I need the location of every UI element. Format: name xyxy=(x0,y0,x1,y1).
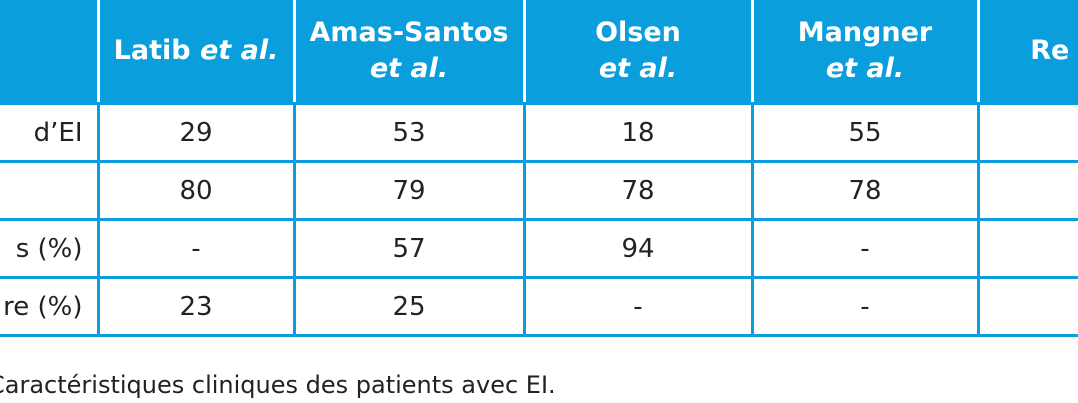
table-cell: 78 xyxy=(750,161,978,221)
row-label: re (%) xyxy=(0,277,98,337)
table-cell: - xyxy=(522,277,752,337)
row-label: d’EI xyxy=(0,103,98,163)
table-cell: 80 xyxy=(96,161,294,221)
header-cell-olsen: Olsen et al. xyxy=(522,0,752,105)
header-etal: et al. xyxy=(199,35,279,66)
table-cell xyxy=(976,103,1078,163)
table-cell: 25 xyxy=(292,277,524,337)
header-cell-truncated: Re xyxy=(976,0,1078,105)
table-cell: - xyxy=(96,219,294,279)
header-cell-amas-santos: Amas-Santos et al. xyxy=(292,0,524,105)
header-row: Latib et al. Amas-Santos et al. Olsen et… xyxy=(0,0,1078,105)
header-etal: et al. xyxy=(825,53,905,84)
table-cell xyxy=(976,161,1078,221)
header-cell-mangner: Mangner et al. xyxy=(750,0,978,105)
row-label xyxy=(0,161,98,221)
header-author-name: Re xyxy=(1030,35,1070,66)
table-cell: 78 xyxy=(522,161,752,221)
header-cell-latib: Latib et al. xyxy=(96,0,294,105)
clinical-characteristics-table: Latib et al. Amas-Santos et al. Olsen et… xyxy=(0,0,1078,337)
table-cell xyxy=(976,277,1078,337)
table-cell: 53 xyxy=(292,103,524,163)
table-row: d’EI 29 53 18 55 xyxy=(0,103,1078,163)
header-author-name: Latib xyxy=(113,35,191,66)
header-author-name: Amas-Santos xyxy=(309,17,509,48)
table-cell: 55 xyxy=(750,103,978,163)
clinical-characteristics-table-wrapper: Latib et al. Amas-Santos et al. Olsen et… xyxy=(0,0,1078,337)
header-etal: et al. xyxy=(598,53,678,84)
header-author-name: Mangner xyxy=(797,17,933,48)
header-etal: et al. xyxy=(369,53,449,84)
table-cell: - xyxy=(750,277,978,337)
table-row: s (%) - 57 94 - xyxy=(0,219,1078,279)
table-cell: 79 xyxy=(292,161,524,221)
table-cell: 18 xyxy=(522,103,752,163)
table-cell: 29 xyxy=(96,103,294,163)
table-cell: 94 xyxy=(522,219,752,279)
table-cell: 57 xyxy=(292,219,524,279)
table-cell: - xyxy=(750,219,978,279)
header-author-name: Olsen xyxy=(595,17,681,48)
table-row: 80 79 78 78 xyxy=(0,161,1078,221)
table-caption: Caractéristiques cliniques des patients … xyxy=(0,371,556,399)
table-cell: 23 xyxy=(96,277,294,337)
table-cell xyxy=(976,219,1078,279)
row-label: s (%) xyxy=(0,219,98,279)
table-row: re (%) 23 25 - - xyxy=(0,277,1078,337)
header-cell-label-column xyxy=(0,0,98,105)
